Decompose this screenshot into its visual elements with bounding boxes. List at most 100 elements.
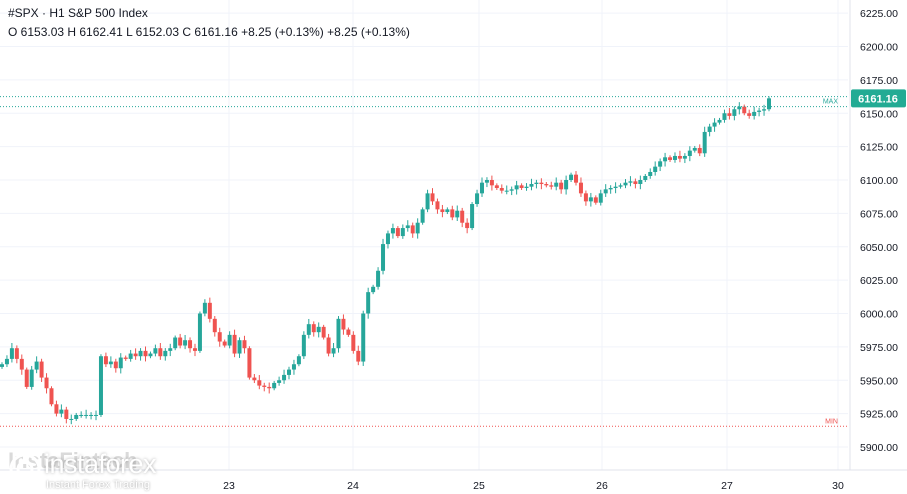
candle-body [415,222,420,234]
candle-body [593,197,598,203]
candle-body [321,326,326,338]
candle-body [128,353,133,359]
candle-body [663,157,668,162]
y-tick-label: 6200.00 [860,42,898,54]
candle-body [460,210,465,223]
candle-body [44,377,49,389]
candle-body [767,98,771,110]
candle-body [514,185,519,190]
candle-body [494,185,499,189]
x-tick-label: 25 [473,480,485,492]
candle-body [677,155,682,159]
candle-body [237,340,242,354]
candle-body [336,318,341,349]
y-tick-label: 6225.00 [860,8,898,20]
candle-body [564,180,569,190]
candle-body [697,147,702,154]
candle-body [222,341,227,346]
min-label: MIN [825,418,838,425]
candle-body [484,180,489,183]
candle-body [173,337,178,349]
candle-body [19,358,24,370]
candle-body [227,334,232,346]
candle-body [410,225,415,234]
candle-body [430,193,435,202]
candle-body [287,369,292,375]
candle-body [638,180,643,185]
candle-body [470,204,475,229]
candle-body [509,189,514,191]
candle-body [682,155,687,159]
candle-body [361,313,366,362]
candle-body [242,340,247,349]
candle-body [499,188,504,191]
candle-body [717,119,722,123]
candle-body [163,350,168,357]
candle-body [554,182,559,187]
candle-body [752,111,757,116]
candle-body [549,185,554,187]
y-tick-label: 6025.00 [860,275,898,287]
reference-lines: MAX MIN [0,96,848,427]
candle-body [252,377,257,381]
candle-body [262,385,267,387]
grid-lines [0,0,848,470]
candle-body [311,324,316,333]
candle-body [569,174,574,180]
price-axis[interactable]: 5900.00 5925.00 5950.00 5975.00 6000.00 6025.… [849,0,906,470]
candle-body [405,225,410,229]
candle-body [118,357,123,369]
candle-body [648,171,653,176]
candle-body [400,228,405,237]
watermark-brand: instaforex [44,449,157,479]
candle-body [390,228,395,234]
candle-body [64,409,69,419]
candle-body [59,409,64,414]
candle-body [692,147,697,151]
candle-body [450,209,455,218]
candle-body [98,356,103,415]
candle-body [653,166,658,172]
candle-body [742,106,747,114]
candle-body [737,106,742,110]
candle-body [672,155,677,160]
candle-body [425,193,430,210]
candle-body [455,210,460,218]
candle-body [465,222,470,229]
candle-body [296,356,301,365]
last-price-label: 6161.16 [858,93,898,105]
last-price-tag [851,89,906,108]
candle-body [658,161,663,167]
candle-body [534,182,539,185]
candle-body [643,175,648,180]
candle-body [282,374,287,381]
candle-body [207,302,212,319]
candle-body [0,364,4,367]
candle-body [559,182,564,190]
candle-body [633,181,638,185]
candle-body [687,150,692,156]
time-axis[interactable]: 23 24 25 26 27 30 [0,469,907,492]
candle-body [113,361,118,369]
candle-body [371,286,376,293]
candle-body [54,404,59,414]
candle-body [197,313,202,351]
candle-body [366,292,371,314]
candle-body [178,337,183,346]
candle-body [529,184,534,187]
candle-body [346,329,351,335]
candle-body [316,326,321,333]
candlestick-series [0,96,771,425]
candle-body [14,348,19,359]
x-tick-label: 24 [347,480,359,492]
y-tick-label: 6100.00 [860,175,898,187]
candle-body [69,418,74,420]
candle-body [247,348,252,378]
candle-body [722,113,727,120]
candle-body [603,189,608,194]
candle-body [267,386,272,389]
candle-body [74,414,79,419]
candle-body [108,361,113,365]
candle-body [376,270,381,287]
